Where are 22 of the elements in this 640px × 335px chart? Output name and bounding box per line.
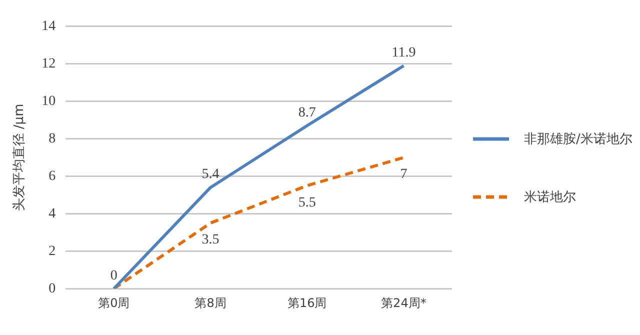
x-tick-label: 第0周 [98, 296, 130, 310]
x-tick-label: 第24周* [381, 296, 426, 310]
y-tick-label: 12 [42, 56, 56, 72]
legend-label: 非那雄胺/米诺地尔 [524, 130, 632, 148]
data-label: 0 [110, 268, 118, 284]
y-tick-label: 10 [42, 94, 56, 109]
legend-label: 米诺地尔 [524, 188, 576, 206]
y-tick-label: 8 [48, 131, 56, 146]
y-tick-label: 0 [48, 281, 56, 296]
y-tick-label: 6 [48, 168, 56, 184]
y-tick-label: 2 [48, 244, 56, 259]
data-label: 5.5 [298, 195, 316, 210]
y-tick-label: 14 [42, 19, 56, 34]
data-label: 11.9 [392, 45, 416, 60]
data-label: 3.5 [202, 232, 220, 248]
data-label: 7 [400, 167, 408, 182]
x-tick-label: 第16周 [287, 296, 327, 310]
y-axis-title: 头发平均直径 /μm [12, 104, 28, 212]
x-tick-label: 第8周 [194, 296, 226, 310]
data-label: 8.7 [298, 105, 316, 120]
y-tick-label: 4 [48, 206, 56, 222]
data-label: 5.4 [202, 167, 220, 182]
